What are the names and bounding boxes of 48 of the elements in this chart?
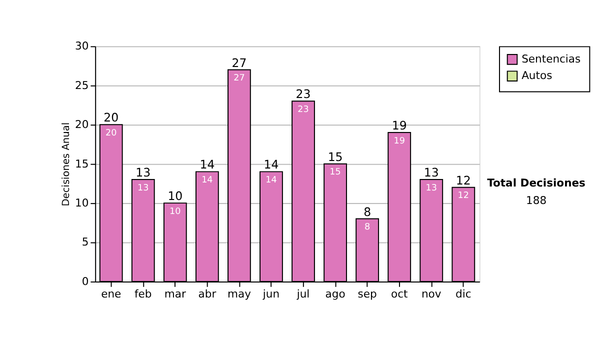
y-tick-label: 5 [82, 236, 89, 249]
total-label: 14 [200, 158, 215, 172]
total-label: 19 [392, 118, 407, 133]
total-label: 15 [328, 150, 343, 164]
data-label: 23 [298, 104, 309, 115]
y-tick-label: 30 [75, 40, 89, 53]
data-label: 13 [138, 183, 149, 194]
x-tick-label: abr [198, 288, 217, 301]
x-tick-label: mar [164, 288, 186, 301]
y-tick-label: 25 [75, 78, 89, 92]
data-label: 10 [170, 206, 182, 217]
y-tick-label: 10 [75, 196, 89, 210]
data-label: 8 [364, 222, 370, 233]
y-axis-title: Decisiones Anual [61, 122, 72, 206]
legend-label: Autos [522, 69, 553, 82]
total-label: 23 [296, 87, 311, 102]
total-label: 13 [424, 166, 439, 180]
y-tick-label: 15 [75, 157, 89, 170]
total-label: 8 [364, 204, 372, 219]
data-label: 27 [234, 74, 245, 84]
y-tick-label: 0 [82, 274, 89, 288]
total-label: 10 [168, 189, 183, 204]
data-label: 13 [426, 183, 437, 194]
x-tick-label: jul [296, 288, 310, 301]
x-tick-label: feb [134, 288, 152, 301]
text: Total Decisiones [487, 176, 586, 190]
data-label: 19 [394, 136, 405, 146]
x-tick-label: jun [262, 288, 280, 301]
data-label: 15 [330, 168, 341, 178]
total-label: 27 [232, 56, 247, 70]
legend-label: Sentencias [522, 52, 582, 66]
data-label: 20 [106, 128, 118, 138]
data-label: 12 [458, 191, 470, 202]
x-tick-label: dic [456, 288, 472, 301]
x-tick-label: nov [421, 288, 442, 301]
y-tick-label: 20 [75, 118, 89, 132]
total-label: 20 [104, 110, 119, 125]
x-tick-label: ene [101, 288, 122, 301]
text: 188 [526, 194, 547, 208]
total-label: 13 [136, 166, 151, 180]
total-label: 12 [456, 173, 471, 188]
x-tick-label: ago [325, 288, 346, 301]
x-tick-label: oct [390, 288, 408, 301]
x-tick-label: may [227, 288, 252, 301]
x-tick-label: sep [358, 288, 378, 301]
data-label: 14 [266, 175, 278, 186]
total-label: 14 [264, 158, 279, 172]
data-label: 14 [202, 175, 214, 186]
